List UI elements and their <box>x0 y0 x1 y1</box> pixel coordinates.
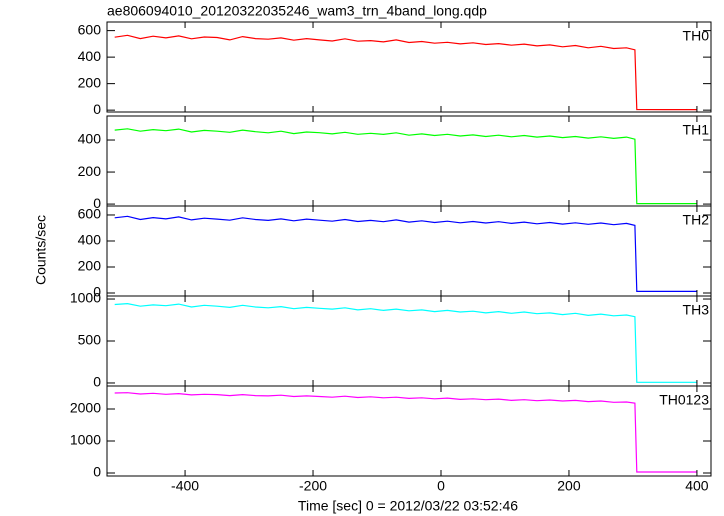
panel-label: TH1 <box>683 122 710 138</box>
x-tick-label: -200 <box>299 478 327 494</box>
x-axis-label: Time [sec] 0 = 2012/03/22 03:52:46 <box>298 498 518 514</box>
y-tick-label: 0 <box>93 284 101 300</box>
y-tick-label: 400 <box>78 232 102 248</box>
x-tick-label: 200 <box>557 478 581 494</box>
y-tick-label: 400 <box>78 131 102 147</box>
data-line <box>114 302 697 383</box>
data-line <box>114 215 697 292</box>
panel-label: TH2 <box>683 212 710 228</box>
panel-label: TH0 <box>683 28 710 44</box>
y-tick-label: 0 <box>93 195 101 211</box>
y-tick-label: 200 <box>78 163 102 179</box>
x-tick-label: -400 <box>171 478 199 494</box>
y-tick-label: 1000 <box>70 290 101 306</box>
y-tick-label: 600 <box>78 206 102 222</box>
x-tick-label: 400 <box>685 478 709 494</box>
y-tick-label: 0 <box>93 464 101 480</box>
y-tick-label: 600 <box>78 21 102 37</box>
panel-frame <box>106 115 712 207</box>
y-tick-label: 400 <box>78 48 102 64</box>
data-line <box>114 128 697 205</box>
data-line <box>114 392 697 473</box>
y-tick-label: 0 <box>93 374 101 390</box>
panel-frame <box>106 295 712 387</box>
y-tick-label: 1000 <box>70 432 101 448</box>
y-tick-label: 0 <box>93 101 101 117</box>
panel-frame <box>106 385 712 477</box>
panel-frame <box>106 21 712 113</box>
y-tick-label: 2000 <box>70 400 101 416</box>
y-tick-label: 200 <box>78 74 102 90</box>
chart-title: ae806094010_20120322035246_wam3_trn_4ban… <box>107 3 487 19</box>
panel-label: TH0123 <box>659 392 709 408</box>
panel-label: TH3 <box>683 302 710 318</box>
y-tick-label: 500 <box>78 332 102 348</box>
data-line <box>114 34 697 111</box>
x-tick-label: 0 <box>437 478 445 494</box>
y-tick-label: 200 <box>78 258 102 274</box>
y-axis-label: Counts/sec <box>33 215 49 285</box>
